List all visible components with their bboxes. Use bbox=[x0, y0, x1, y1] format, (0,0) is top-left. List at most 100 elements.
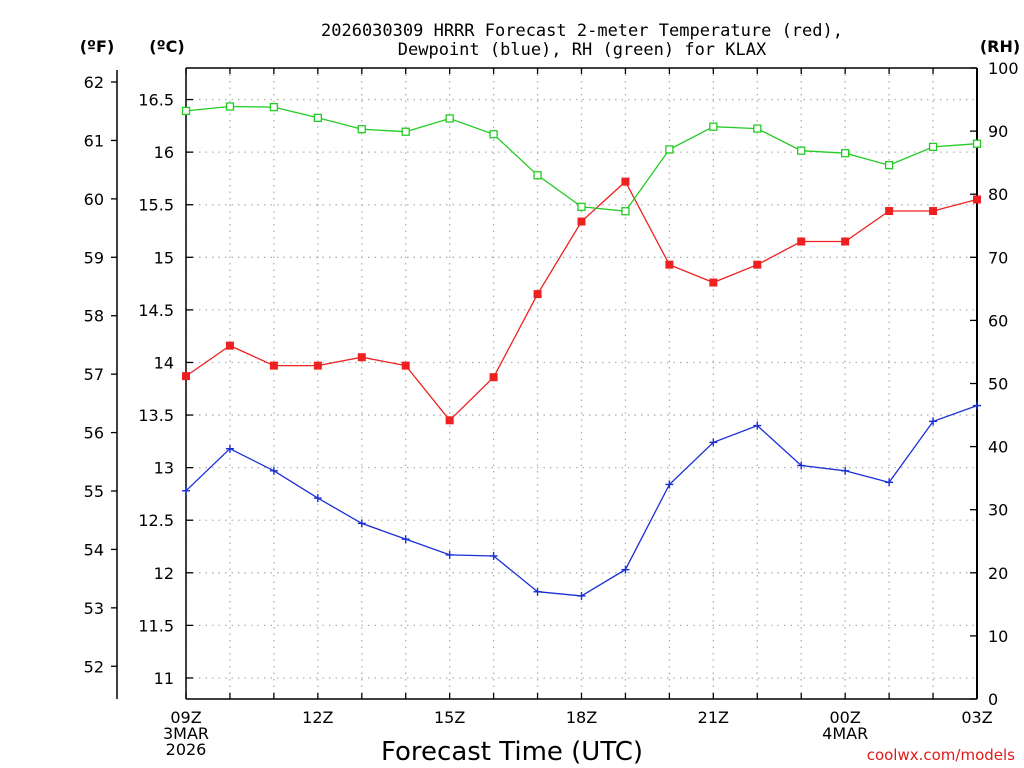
rh-point bbox=[533, 171, 542, 180]
rh-point bbox=[797, 146, 806, 155]
temperature-point bbox=[665, 260, 674, 269]
fahrenheit-tick-label: 56 bbox=[84, 424, 104, 443]
chart-title-line2: Dewpoint (blue), RH (green) for KLAX bbox=[398, 40, 767, 60]
x-tick-label: 21Z bbox=[698, 708, 729, 727]
temperature-point bbox=[225, 341, 234, 350]
rh-point bbox=[445, 114, 454, 123]
rh-point bbox=[841, 149, 850, 158]
x-tick-label: 00Z bbox=[830, 708, 861, 727]
rh-tick-label: 30 bbox=[988, 501, 1008, 520]
celsius-tick-label: 15 bbox=[154, 248, 174, 267]
fahrenheit-unit-label: (ºF) bbox=[80, 37, 115, 56]
x-tick-label: 03Z bbox=[961, 708, 992, 727]
x-tick-label: 3MAR bbox=[163, 724, 209, 743]
x-tick-label: 12Z bbox=[302, 708, 333, 727]
temperature-point bbox=[973, 195, 981, 204]
temperature-point bbox=[929, 207, 938, 216]
temperature-point bbox=[885, 207, 894, 216]
celsius-tick-label: 14 bbox=[154, 353, 174, 372]
fahrenheit-tick-label: 57 bbox=[84, 365, 104, 384]
rh-tick-label: 90 bbox=[988, 122, 1008, 141]
rh-point bbox=[269, 102, 279, 112]
dewpoint-point bbox=[577, 591, 586, 600]
celsius-tick-label: 12 bbox=[154, 564, 174, 583]
celsius-tick-label: 11.5 bbox=[138, 616, 174, 635]
celsius-tick-label: 15.5 bbox=[138, 196, 174, 215]
fahrenheit-tick-label: 53 bbox=[84, 599, 104, 618]
rh-point bbox=[489, 130, 498, 139]
celsius-tick-label: 16.5 bbox=[138, 91, 174, 110]
rh-series-line bbox=[185, 105, 978, 212]
fahrenheit-tick-label: 62 bbox=[84, 73, 104, 92]
x-tick-label: 18Z bbox=[566, 708, 597, 727]
rh-unit-label: (RH) bbox=[980, 37, 1020, 56]
rh-point bbox=[928, 142, 938, 152]
temperature-point bbox=[401, 361, 410, 370]
dewpoint-point bbox=[709, 438, 718, 447]
rh-tick-label: 60 bbox=[988, 311, 1008, 330]
temperature-point bbox=[182, 372, 190, 381]
fahrenheit-tick-label: 55 bbox=[84, 482, 104, 501]
rh-tick-label: 10 bbox=[988, 627, 1008, 646]
dewpoint-point bbox=[665, 480, 674, 489]
rh-point bbox=[621, 207, 630, 216]
fahrenheit-tick-label: 58 bbox=[84, 307, 104, 326]
fahrenheit-tick-label: 52 bbox=[84, 657, 104, 676]
grid-lines bbox=[185, 68, 978, 699]
rh-tick-label: 20 bbox=[988, 564, 1008, 583]
dewpoint-point bbox=[401, 535, 410, 544]
rh-point bbox=[357, 125, 366, 134]
temperature-series-line bbox=[185, 180, 978, 422]
rh-point bbox=[665, 145, 674, 154]
temperature-point bbox=[313, 361, 322, 370]
dewpoint-point bbox=[182, 486, 190, 495]
rh-point bbox=[225, 102, 235, 111]
dewpoint-point bbox=[841, 466, 850, 475]
celsius-tick-label: 14.5 bbox=[138, 301, 174, 320]
temperature-point bbox=[797, 237, 806, 246]
temperature-point bbox=[269, 361, 278, 370]
temperature-point bbox=[621, 177, 630, 186]
fahrenheit-tick-label: 54 bbox=[84, 540, 104, 559]
dewpoint-point bbox=[489, 551, 498, 560]
fahrenheit-tick-label: 61 bbox=[84, 131, 104, 150]
dewpoint-point bbox=[533, 587, 542, 596]
data-series bbox=[181, 102, 982, 600]
celsius-tick-label: 13 bbox=[154, 459, 174, 478]
fahrenheit-tick-label: 59 bbox=[84, 248, 104, 267]
celsius-unit-label: (ºC) bbox=[149, 37, 184, 56]
chart-title-line1: 2026030309 HRRR Forecast 2-meter Tempera… bbox=[321, 21, 843, 41]
dewpoint-point bbox=[357, 519, 366, 528]
x-axis-title: Forecast Time (UTC) bbox=[381, 737, 643, 767]
x-tick-label: 4MAR bbox=[822, 724, 868, 743]
rh-point bbox=[577, 202, 586, 211]
dewpoint-point bbox=[753, 421, 762, 430]
rh-tick-label: 40 bbox=[988, 438, 1008, 457]
celsius-tick-label: 12.5 bbox=[138, 511, 174, 530]
dewpoint-point bbox=[621, 565, 630, 574]
temperature-point bbox=[445, 416, 454, 425]
x-tick-label: 2026 bbox=[166, 740, 207, 759]
dewpoint-series-line bbox=[185, 404, 978, 597]
celsius-tick-label: 16 bbox=[154, 143, 174, 162]
temperature-point bbox=[357, 353, 366, 362]
x-tick-label: 15Z bbox=[434, 708, 465, 727]
dewpoint-point bbox=[269, 466, 278, 475]
rh-tick-label: 0 bbox=[988, 690, 998, 709]
dewpoint-point bbox=[929, 417, 938, 426]
rh-tick-label: 50 bbox=[988, 375, 1008, 394]
rh-tick-label: 100 bbox=[988, 59, 1019, 78]
dewpoint-point bbox=[313, 494, 322, 503]
dewpoint-point bbox=[225, 444, 234, 453]
rh-point bbox=[884, 161, 894, 170]
rh-point bbox=[972, 139, 982, 148]
temperature-point bbox=[841, 237, 850, 246]
x-tick-label: 09Z bbox=[170, 708, 201, 727]
celsius-tick-label: 11 bbox=[154, 669, 174, 688]
dewpoint-point bbox=[973, 401, 981, 410]
temperature-point bbox=[753, 260, 762, 269]
dewpoint-point bbox=[885, 478, 894, 487]
rh-tick-label: 80 bbox=[988, 185, 1008, 204]
